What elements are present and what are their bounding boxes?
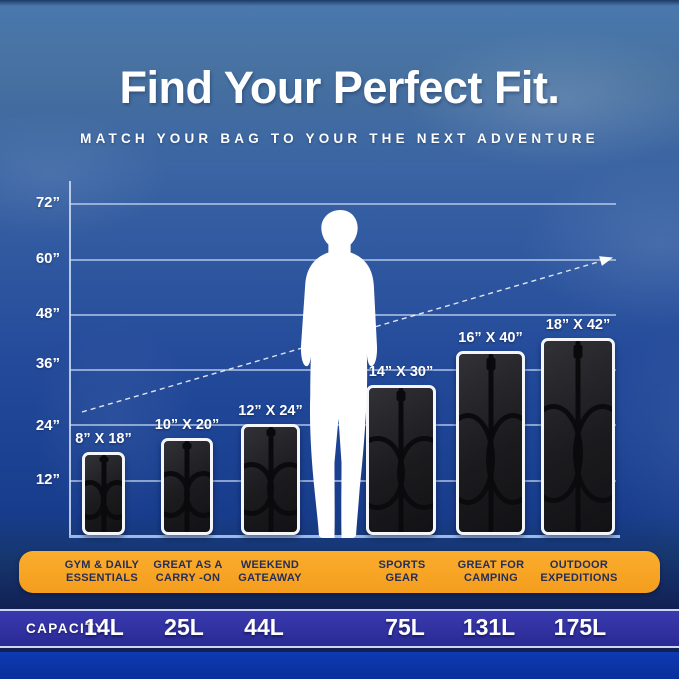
poster-title: Find Your Perfect Fit. bbox=[119, 62, 560, 113]
bag-size-label: 18” X 42” bbox=[545, 317, 611, 333]
bag-18x42: 18” X 42” bbox=[541, 317, 615, 535]
use-case-line: CARRY -ON bbox=[155, 572, 221, 584]
duffel-bag-graphic bbox=[161, 438, 213, 535]
use-case-gym: GYM & DAILY ESSENTIALS bbox=[65, 559, 139, 585]
use-case-line: GYM & DAILY bbox=[64, 559, 140, 571]
use-case-sports: SPORTS GEAR bbox=[378, 559, 425, 585]
bag-zipper-line bbox=[101, 455, 106, 532]
bag-zipper-pull bbox=[396, 390, 406, 401]
use-case-line: CAMPING bbox=[463, 572, 519, 584]
use-case-line: GREAT FOR bbox=[457, 559, 525, 571]
use-case-line: WEEKEND bbox=[240, 559, 300, 571]
bag-zipper-pull bbox=[486, 357, 495, 370]
bag-zipper-line bbox=[268, 427, 273, 532]
capacity-strip bbox=[0, 609, 679, 648]
bag-16x40: 16” X 40” bbox=[456, 330, 525, 535]
y-axis-line bbox=[69, 181, 71, 538]
use-case-camping: GREAT FOR CAMPING bbox=[458, 559, 525, 585]
capacity-value-25l: 25L bbox=[164, 614, 204, 640]
bag-zipper-pull bbox=[573, 344, 583, 359]
use-case-line: GREAT AS A bbox=[153, 559, 223, 571]
bag-size-label: 8” X 18” bbox=[75, 431, 132, 447]
capacity-value-131l: 131L bbox=[462, 614, 516, 640]
capacity-value-75l: 75L bbox=[385, 614, 425, 640]
bag-zipper-pull bbox=[182, 442, 192, 450]
use-case-line: GEAR bbox=[385, 572, 419, 584]
poster-subtitle: MATCH YOUR BAG TO YOUR THE NEXT ADVENTUR… bbox=[80, 131, 599, 146]
gridline-72in bbox=[70, 203, 616, 205]
duffel-bag-graphic bbox=[541, 338, 615, 535]
tick-label-36in: 36” bbox=[35, 355, 60, 372]
use-case-line: GATEAWAY bbox=[238, 572, 302, 584]
duffel-bag-graphic bbox=[456, 351, 525, 535]
duffel-bag-graphic bbox=[241, 424, 300, 535]
footer-bar bbox=[0, 652, 679, 679]
bag-size-label: 10” X 20” bbox=[154, 417, 220, 433]
bag-zipper-line bbox=[184, 441, 190, 532]
use-case-line: EXPEDITIONS bbox=[540, 572, 618, 584]
use-case-expeditions: OUTDOOR EXPEDITIONS bbox=[540, 559, 617, 585]
bag-zipper-line bbox=[488, 354, 493, 532]
use-case-line: SPORTS bbox=[378, 559, 426, 571]
bag-10x20: 10” X 20” bbox=[155, 417, 219, 535]
capacity-value-14l: 14L bbox=[84, 614, 124, 640]
bag-size-label: 16” X 40” bbox=[458, 330, 523, 346]
capacity-label: CAPACITY bbox=[26, 621, 106, 636]
bag-zipper-line bbox=[398, 388, 404, 532]
use-case-line: ESSENTIALS bbox=[65, 572, 139, 584]
duffel-bag-graphic bbox=[82, 452, 125, 535]
tick-label-24in: 24” bbox=[35, 417, 60, 434]
use-case-weekend: WEEKEND GATEAWAY bbox=[238, 559, 302, 585]
use-case-line: OUTDOOR bbox=[549, 559, 609, 571]
bag-zipper-pull bbox=[99, 456, 108, 462]
tick-label-48in: 48” bbox=[35, 305, 60, 322]
tick-label-60in: 60” bbox=[35, 250, 60, 267]
use-case-banner: GYM & DAILY ESSENTIALS GREAT AS A CARRY … bbox=[19, 551, 660, 593]
use-case-carry-on: GREAT AS A CARRY -ON bbox=[153, 559, 222, 585]
tick-label-72in: 72” bbox=[35, 194, 60, 211]
capacity-value-175l: 175L bbox=[553, 614, 607, 640]
bag-8x18: 8” X 18” bbox=[75, 431, 132, 535]
bag-zipper-line bbox=[575, 341, 581, 532]
bag-zipper-pull bbox=[266, 429, 275, 437]
tick-label-12in: 12” bbox=[35, 471, 60, 488]
human-silhouette bbox=[300, 209, 378, 538]
capacity-value-44l: 44L bbox=[244, 614, 284, 640]
